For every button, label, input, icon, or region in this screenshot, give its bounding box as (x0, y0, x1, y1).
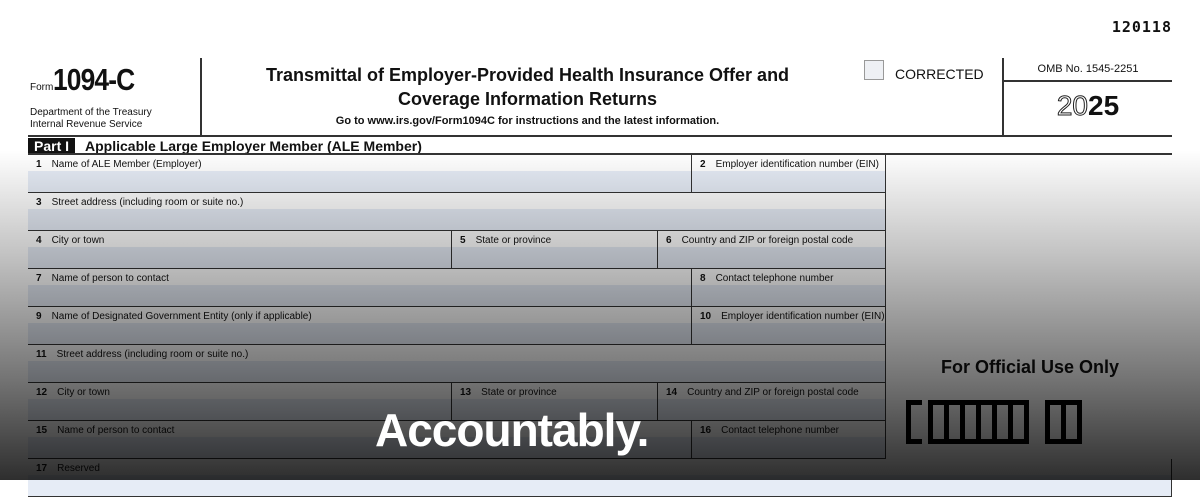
field-label: 1 Name of ALE Member (Employer) (36, 159, 202, 170)
mark (976, 400, 992, 444)
field-number: 4 (36, 235, 42, 246)
mark (928, 400, 944, 444)
field-text: State or province (475, 235, 552, 246)
form-label: Form (30, 82, 54, 93)
field-number: 14 (666, 387, 678, 398)
field-number: 8 (700, 273, 706, 284)
field-5[interactable]: 5 State or province (452, 231, 658, 269)
field-text: Name of Designated Government Entity (on… (51, 311, 312, 322)
brand-text: Accountably. (375, 404, 649, 456)
field-2[interactable]: 2 Employer identification number (EIN) (692, 155, 886, 193)
field-label: 3 Street address (including room or suite… (36, 197, 243, 208)
instructions: Go to www.irs.gov/Form1094C for instruct… (335, 115, 720, 127)
corrected-checkbox[interactable] (864, 60, 884, 80)
mark (944, 400, 960, 444)
mark (960, 400, 976, 444)
field-4[interactable]: 4 City or town (28, 231, 452, 269)
field-text: Street address (including room or suite … (56, 349, 249, 360)
divider (1002, 80, 1172, 82)
field-label: 16 Contact telephone number (700, 425, 839, 436)
field-text: Employer identification number (EIN) (721, 311, 885, 322)
field-10[interactable]: 10 Employer identification number (EIN) (692, 307, 886, 345)
field-9[interactable]: 9 Name of Designated Government Entity (o… (28, 307, 692, 345)
field-label: 11 Street address (including room or suit… (36, 349, 248, 360)
field-label: 14 Country and ZIP or foreign postal code (666, 387, 859, 398)
field-text: Name of ALE Member (Employer) (51, 159, 202, 170)
field-17[interactable]: 17 Reserved (28, 459, 1172, 497)
field-number: 7 (36, 273, 42, 284)
year-bold: 25 (1088, 90, 1120, 121)
field-number: 9 (36, 311, 42, 322)
field-11[interactable]: 11 Street address (including room or suit… (28, 345, 886, 383)
part-header: Part I Applicable Large Employer Member (… (28, 138, 1172, 154)
form-title: Transmittal of Employer-Provided Health … (200, 63, 855, 111)
field-number: 6 (666, 235, 672, 246)
field-number: 17 (36, 463, 48, 474)
form-code: 120118 (1111, 18, 1172, 36)
field-14[interactable]: 14 Country and ZIP or foreign postal code (658, 383, 886, 421)
official-use-label: For Official Use Only (940, 357, 1120, 377)
field-16[interactable]: 16 Contact telephone number (692, 421, 886, 459)
field-label: 15 Name of person to contact (36, 425, 174, 436)
field-label: 2 Employer identification number (EIN) (700, 159, 879, 170)
tax-year: 2025 (1004, 90, 1172, 122)
field-label: 17 Reserved (36, 463, 100, 474)
form-number-value: 1094-C (53, 62, 135, 97)
field-text: Country and ZIP or foreign postal code (687, 387, 859, 398)
divider (28, 135, 1172, 137)
field-number: 10 (700, 311, 712, 322)
field-label: 13 State or province (460, 387, 557, 398)
field-text: State or province (481, 387, 557, 398)
field-number: 11 (36, 349, 47, 360)
field-6[interactable]: 6 Country and ZIP or foreign postal code (658, 231, 886, 269)
field-text: Contact telephone number (721, 425, 839, 436)
field-label: 10 Employer identification number (EIN) (700, 311, 885, 322)
dept-line: Internal Revenue Service (30, 119, 143, 130)
field-text: Street address (including room or suite … (51, 197, 244, 208)
department: Department of the Treasury Internal Reven… (30, 107, 152, 131)
mark (1045, 400, 1061, 444)
form-number: Form1094-C (30, 62, 149, 98)
part-tag: Part I (28, 138, 76, 154)
field-text: Name of person to contact (51, 273, 169, 284)
field-number: 15 (36, 425, 48, 436)
field-label: 9 Name of Designated Government Entity (o… (36, 311, 312, 322)
field-number: 16 (700, 425, 712, 436)
field-text: Country and ZIP or foreign postal code (681, 235, 854, 246)
corrected-label: CORRECTED (895, 66, 984, 82)
field-number: 12 (36, 387, 48, 398)
part-title: Applicable Large Employer Member (ALE Me… (85, 138, 422, 154)
title-line: Transmittal of Employer-Provided Health … (265, 65, 790, 85)
field-number: 5 (460, 235, 466, 246)
barcode-marks (906, 400, 1082, 444)
field-text: Reserved (57, 463, 100, 474)
field-text: Employer identification number (EIN) (715, 159, 879, 170)
field-label: 12 City or town (36, 387, 110, 398)
mark (1008, 400, 1029, 444)
mark (992, 400, 1008, 444)
field-text: City or town (57, 387, 110, 398)
dept-line: Department of the Treasury (30, 107, 152, 118)
field-number: 1 (36, 159, 42, 170)
field-text: City or town (51, 235, 105, 246)
field-label: 4 City or town (36, 235, 104, 246)
field-text: Contact telephone number (715, 273, 834, 284)
mark (1061, 400, 1082, 444)
field-label: 7 Name of person to contact (36, 273, 169, 284)
field-number: 13 (460, 387, 472, 398)
omb-number: OMB No. 1545-2251 (1037, 63, 1139, 75)
field-8[interactable]: 8 Contact telephone number (692, 269, 886, 307)
field-text: Name of person to contact (57, 425, 175, 436)
year-outline: 20 (1056, 90, 1088, 122)
field-number: 2 (700, 159, 706, 170)
field-label: 8 Contact telephone number (700, 273, 833, 284)
field-label: 6 Country and ZIP or foreign postal code (666, 235, 853, 246)
field-7[interactable]: 7 Name of person to contact (28, 269, 692, 307)
field-1[interactable]: 1 Name of ALE Member (Employer) (28, 155, 692, 193)
field-label: 5 State or province (460, 235, 551, 246)
title-line: Coverage Information Returns (397, 89, 658, 109)
mark (906, 400, 922, 444)
field-number: 3 (36, 197, 42, 208)
field-3[interactable]: 3 Street address (including room or suite… (28, 193, 886, 231)
